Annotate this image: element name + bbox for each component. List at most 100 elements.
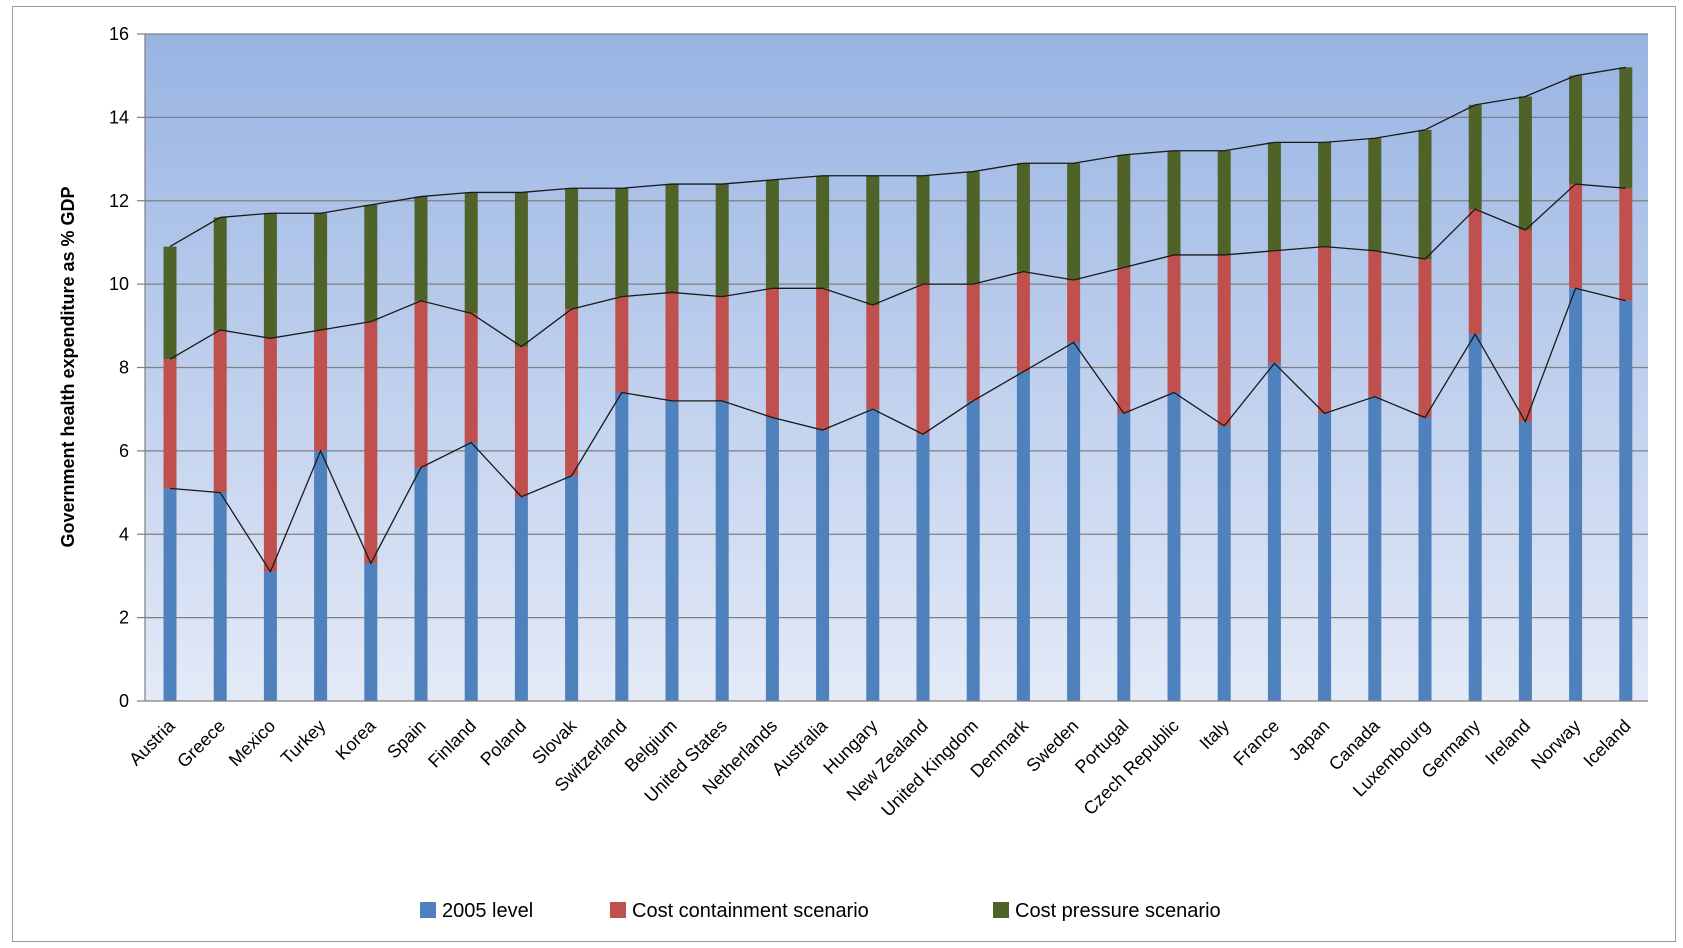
series-line [169,183,1626,360]
bar-segment [1217,150,1231,255]
bar-segment [966,171,980,285]
y-tick-labels: 0 2 4 6 8 10 12 14 16 [109,24,129,711]
bar-segment [464,192,478,314]
y-axis-title: Government health expenditure as % GDP [58,186,78,547]
y-tick-label: 14 [109,107,129,127]
bar-segment [615,188,629,297]
x-category-label: Poland [476,716,530,770]
bar-segment [414,467,428,701]
bar-segment [1318,142,1332,247]
x-category-label: Norway [1527,716,1584,773]
bar-segment [1569,75,1583,185]
y-tick-label: 8 [119,358,129,378]
bar-segment [1016,371,1030,701]
bar-segment [163,246,177,360]
bar-segment [1468,334,1482,701]
y-tick-label: 16 [109,24,129,44]
bar-segment [866,304,880,410]
bar-segment [565,309,579,476]
x-category-label: Italy [1196,716,1233,753]
legend-swatch [993,902,1009,918]
bar-segment [314,329,328,451]
bar-segment [665,292,679,401]
bar-segment [916,175,930,285]
x-category-label: France [1229,716,1283,770]
bar-segment [615,296,629,393]
y-tick-label: 2 [119,608,129,628]
x-category-label: Spain [383,716,430,763]
bar-segment [464,442,478,701]
x-category-label: Australia [768,715,832,779]
legend-label: Cost pressure scenario [1015,900,1221,922]
bar-segment [1468,104,1482,210]
bar-segment [1418,129,1432,260]
bar-segment [1217,425,1231,701]
bar-segment [514,192,528,347]
bar-segment [816,175,830,289]
bar-segment [1468,209,1482,335]
bar-segment [364,563,378,701]
bar-segment [916,284,930,435]
series-line [169,66,1626,248]
bar-segment [1368,396,1382,701]
bar-segment [565,188,579,310]
gridlines [137,33,1648,702]
bar-segment [263,213,277,339]
x-category-label: Finland [424,716,480,772]
legend-swatch [610,902,626,918]
bar-segment [414,300,428,468]
bar-segment [1318,246,1332,414]
bar-segment [1619,67,1633,189]
bar-segment [263,338,277,572]
bar-segment [966,400,980,701]
bar-segment [1167,150,1181,255]
bar-segment [213,329,227,493]
bar-segment [1368,250,1382,397]
bar-segment [1117,413,1131,701]
bar-segment [1619,188,1633,301]
bar-segment [1167,392,1181,701]
bar-segment [966,284,980,401]
y-tick-label: 0 [119,691,129,711]
bar-segment [1267,142,1281,251]
bar-segment [1067,279,1081,343]
bar-segment [514,496,528,701]
legend-swatch [420,902,436,918]
bar-segment [765,179,779,289]
bar-segment [866,175,880,305]
axes [144,34,1648,702]
bar-segment [314,450,328,701]
bar-segment [665,184,679,293]
y-tick-label: 4 [119,524,129,544]
bar-segment [1267,363,1281,701]
bar-segment [816,430,830,701]
y-tick-label: 10 [109,274,129,294]
bar-segment [1067,342,1081,701]
bar-segment [263,571,277,701]
bars [163,67,1633,701]
bar-segment [414,196,428,301]
bar-segment [1518,96,1532,230]
x-category-label: Greece [173,716,229,772]
bar-segment [715,296,729,401]
bar-segment [816,288,830,431]
bar-segment [213,217,227,330]
bar-segment [314,213,328,330]
bar-segment [1267,250,1281,364]
bar-segment [163,488,177,701]
bar-segment [1569,288,1583,701]
bar-segment [715,400,729,701]
bar-segment [364,204,378,322]
x-category-label: Mexico [225,716,279,770]
bar-segment [1016,271,1030,372]
bar-segment [665,400,679,701]
bar-segment [1318,413,1332,701]
bar-segment [765,288,779,418]
x-category-label: Ireland [1481,716,1534,769]
bar-segment [464,313,478,443]
bar-segment [1368,138,1382,251]
bar-segment [1167,254,1181,393]
bar-segment [514,346,528,497]
bar-segment [1418,417,1432,701]
